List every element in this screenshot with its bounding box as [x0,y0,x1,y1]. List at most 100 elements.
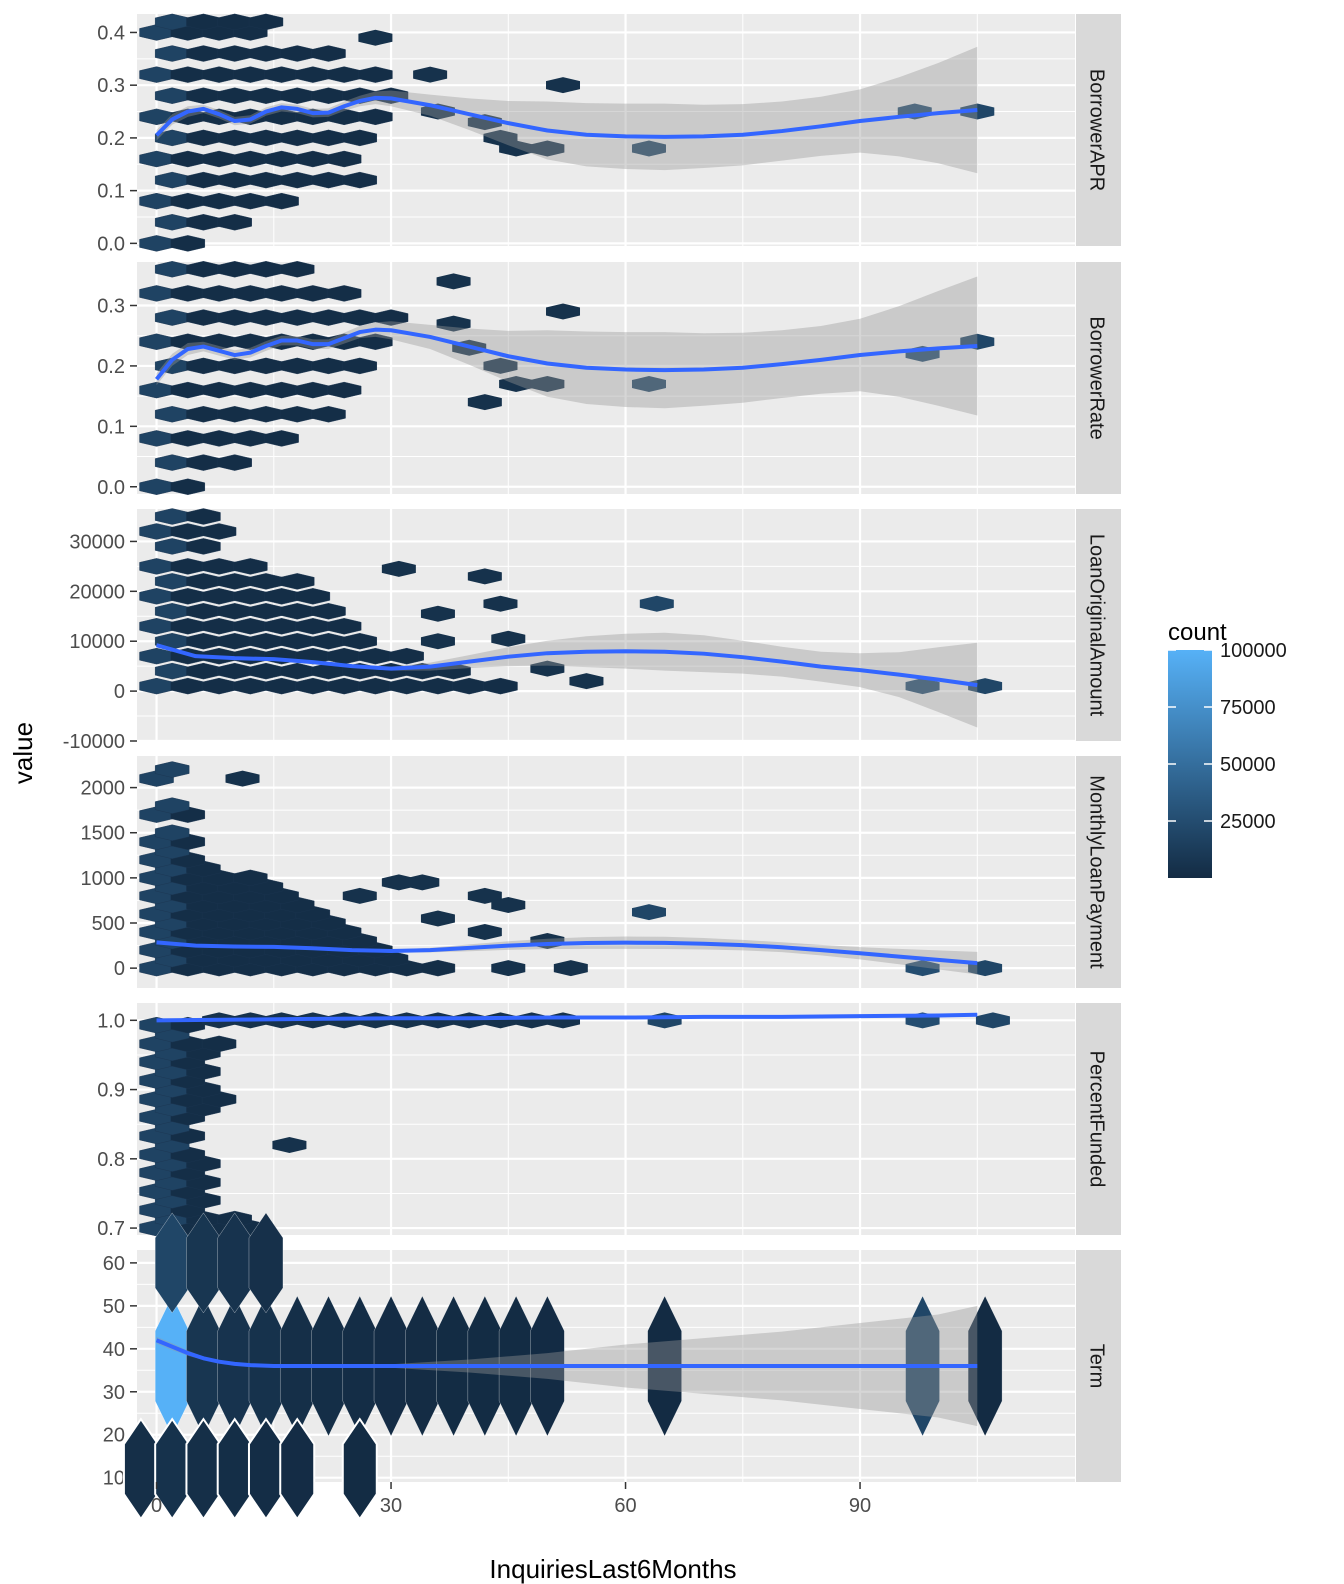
hex-bin [530,140,565,157]
hex-bin [233,869,268,887]
legend-ticks: 100000 75000 50000 25000 [1168,640,1287,833]
hex-bin [467,568,502,585]
strip-label: BorrowerAPR [1086,69,1108,191]
facet-panel-MonthlyLoanPayment: 0 500 1000 1500 2000 MonthlyLoanPayment [81,756,1121,988]
hex-bin [248,1212,284,1314]
hex-bin [420,959,456,977]
hex-bin [631,904,666,921]
facet-panel-BorrowerAPR: 0.0 0.1 0.2 0.3 0.4 BorrowerAPR [97,13,1121,255]
hex-bin [264,430,299,447]
y-tick-label: 1.0 [97,1010,125,1032]
y-tick-label: 0.3 [97,296,125,318]
smooth-line [156,1012,978,1023]
hex-bin [358,66,393,83]
hex-bin [467,394,502,411]
legend-tick-label: 75000 [1220,697,1276,719]
hex-bin [631,376,666,393]
hex-bin [499,140,534,157]
y-axis-title: value [8,722,38,784]
y-tick-label: 0.9 [97,1080,125,1102]
count-legend: count 100000 75000 50000 25000 [1168,619,1287,878]
legend-tick-label: 25000 [1220,811,1276,833]
hex-bin [530,376,565,393]
hex-layer [122,1212,1003,1521]
smooth-ribbon [156,632,978,728]
strip-label: LoanOriginalAmount [1086,534,1108,717]
hex-bin [553,960,588,977]
hex-bin [483,357,518,374]
y-tick-label: 0.1 [97,416,125,438]
hex-layer [139,508,1003,695]
x-tick-label: 0 [151,1495,162,1517]
hex-bin [975,1012,1010,1029]
hex-bin [295,588,331,605]
hex-bin [326,285,362,302]
strip-background [1076,1003,1121,1235]
facet-panel-LoanOriginalAmount: -10000 0 10000 20000 30000 LoanOriginalAmount [63,508,1121,753]
hex-bin [467,887,502,904]
y-tick-label: 50 [103,1296,125,1318]
hex-bin [569,673,604,690]
hex-layer [139,261,995,495]
hex-bin [546,77,581,94]
facet-panels: 0.0 0.1 0.2 0.3 0.4 BorrowerAPR 0.0 0.1 0.2 0.3 Bo… [63,13,1121,1521]
y-tick-label: 20 [103,1425,125,1447]
y-tick-label: 0.4 [97,22,125,44]
y-tick-label: 30000 [69,531,125,553]
hex-bin [491,896,526,913]
y-tick-label: 0.2 [97,128,125,150]
y-tick-label: 0.0 [97,233,125,255]
strip-background [1076,509,1121,741]
hex-bin [311,406,346,423]
strip-label: MonthlyLoanPayment [1086,775,1108,969]
strip-background [1076,14,1121,246]
hex-bin [389,647,424,665]
y-tick-label: 10000 [69,631,125,653]
y-tick-label: 0.1 [97,181,125,203]
y-tick-label: 0 [114,958,125,980]
hex-bin [217,214,252,231]
hex-bin [225,770,260,787]
hex-bin [326,381,362,399]
x-axis: 0 30 60 90 [151,1482,871,1517]
hex-bin [342,171,377,189]
smooth-line [154,327,978,381]
smooth-line [156,940,978,966]
y-tick-label: 60 [103,1253,125,1275]
hex-bin [491,630,526,647]
y-tick-label: -10000 [63,731,125,753]
hex-bin [420,910,455,927]
hex-bin [483,677,518,695]
hex-bin [342,129,377,147]
legend-title: count [1168,619,1227,646]
hex-bin [311,45,346,62]
hex-bin [381,874,416,891]
hex-bin [381,560,416,577]
hex-bin [342,887,377,904]
hex-bin [631,140,666,157]
y-tick-label: 0.7 [97,1218,125,1240]
hex-bin [342,633,377,650]
y-tick-label: 10 [103,1468,125,1490]
hex-bin [272,1136,307,1153]
y-tick-label: 30 [103,1382,125,1404]
strip-label: Term [1086,1344,1108,1388]
hex-bin [170,235,206,252]
hex-bin [326,618,362,635]
y-tick-label: 20000 [69,581,125,603]
hex-layer [139,761,1003,977]
x-axis-title: InquiriesLast6Months [489,1554,736,1584]
y-tick-label: 500 [92,913,125,935]
y-tick-label: 1000 [81,868,126,890]
hex-bin [264,192,299,210]
smooth-line [155,1338,978,1368]
hex-bin [358,108,393,126]
hex-bin [154,797,190,814]
smooth-line [156,643,978,688]
panel-background [137,262,1075,494]
hex-bin [420,605,455,622]
y-tick-label: 0.3 [97,75,125,97]
smooth-ribbon [156,276,978,416]
facet-panel-Term: 10 20 30 40 50 60 Term [103,1212,1121,1521]
